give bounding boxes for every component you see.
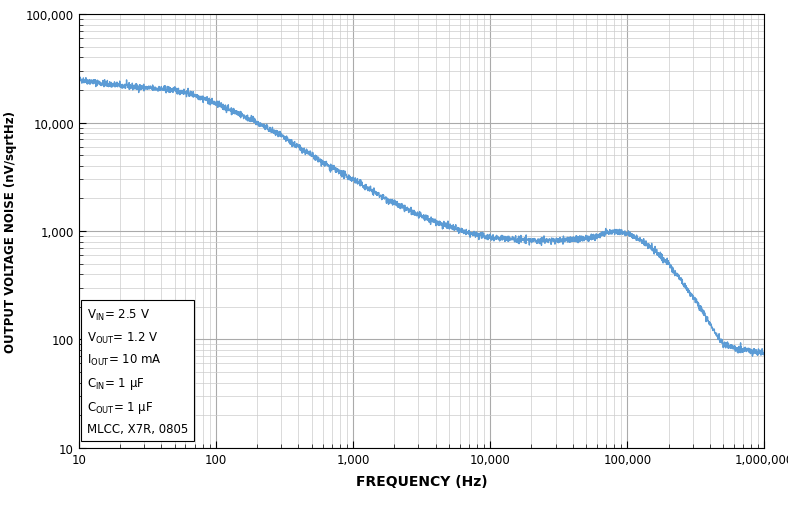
Text: $\mathregular{V_{IN}}$= 2.5 V
$\mathregular{V_{OUT}}$= 1.2 V
$\mathregular{I_{OU: $\mathregular{V_{IN}}$= 2.5 V $\mathregu… bbox=[87, 307, 188, 435]
Y-axis label: OUTPUT VOLTAGE NOISE (nV/sqrtHz): OUTPUT VOLTAGE NOISE (nV/sqrtHz) bbox=[5, 111, 17, 352]
X-axis label: FREQUENCY (Hz): FREQUENCY (Hz) bbox=[355, 474, 488, 488]
